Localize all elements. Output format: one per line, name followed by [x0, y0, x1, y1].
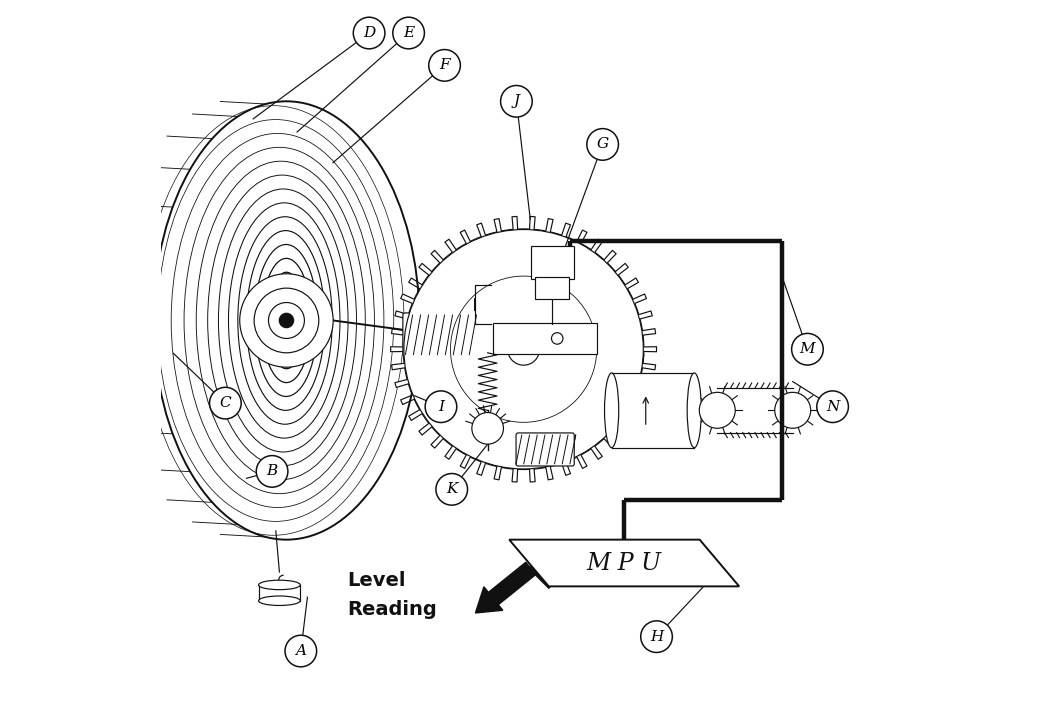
- Circle shape: [508, 333, 540, 365]
- Text: B: B: [266, 464, 278, 478]
- Polygon shape: [391, 217, 656, 482]
- Text: I: I: [438, 400, 444, 414]
- Circle shape: [280, 313, 293, 328]
- FancyBboxPatch shape: [493, 323, 597, 354]
- FancyBboxPatch shape: [531, 246, 573, 279]
- Bar: [612, 373, 695, 448]
- Circle shape: [699, 392, 735, 428]
- Circle shape: [393, 17, 424, 49]
- FancyArrow shape: [475, 562, 536, 613]
- Text: K: K: [446, 482, 458, 496]
- FancyBboxPatch shape: [516, 433, 574, 466]
- FancyBboxPatch shape: [536, 276, 569, 300]
- Circle shape: [428, 50, 461, 81]
- Text: E: E: [404, 26, 414, 40]
- Circle shape: [775, 392, 810, 428]
- Text: A: A: [295, 644, 307, 658]
- Circle shape: [285, 635, 316, 667]
- Circle shape: [641, 621, 672, 652]
- Text: D: D: [363, 26, 375, 40]
- Polygon shape: [510, 540, 739, 586]
- Text: Reading: Reading: [347, 600, 437, 619]
- Ellipse shape: [604, 373, 619, 448]
- Text: H: H: [650, 630, 664, 644]
- Circle shape: [354, 17, 385, 49]
- Ellipse shape: [687, 373, 701, 448]
- Circle shape: [436, 474, 468, 505]
- Text: F: F: [439, 58, 450, 73]
- Text: M: M: [800, 342, 815, 356]
- Circle shape: [587, 129, 619, 161]
- Text: C: C: [219, 396, 231, 410]
- Text: M P U: M P U: [587, 552, 661, 575]
- Ellipse shape: [259, 580, 301, 590]
- Text: N: N: [826, 400, 839, 414]
- Circle shape: [240, 274, 333, 367]
- Text: Level: Level: [347, 571, 406, 590]
- Circle shape: [254, 288, 319, 353]
- Circle shape: [404, 230, 644, 469]
- Circle shape: [500, 86, 532, 117]
- Circle shape: [472, 413, 503, 444]
- FancyBboxPatch shape: [402, 313, 479, 357]
- Circle shape: [791, 333, 824, 365]
- Text: G: G: [597, 138, 608, 151]
- Circle shape: [256, 456, 288, 487]
- Circle shape: [425, 391, 457, 423]
- Text: J: J: [514, 94, 519, 108]
- Circle shape: [816, 391, 849, 423]
- Ellipse shape: [259, 596, 301, 606]
- Circle shape: [268, 302, 305, 338]
- Circle shape: [210, 387, 241, 419]
